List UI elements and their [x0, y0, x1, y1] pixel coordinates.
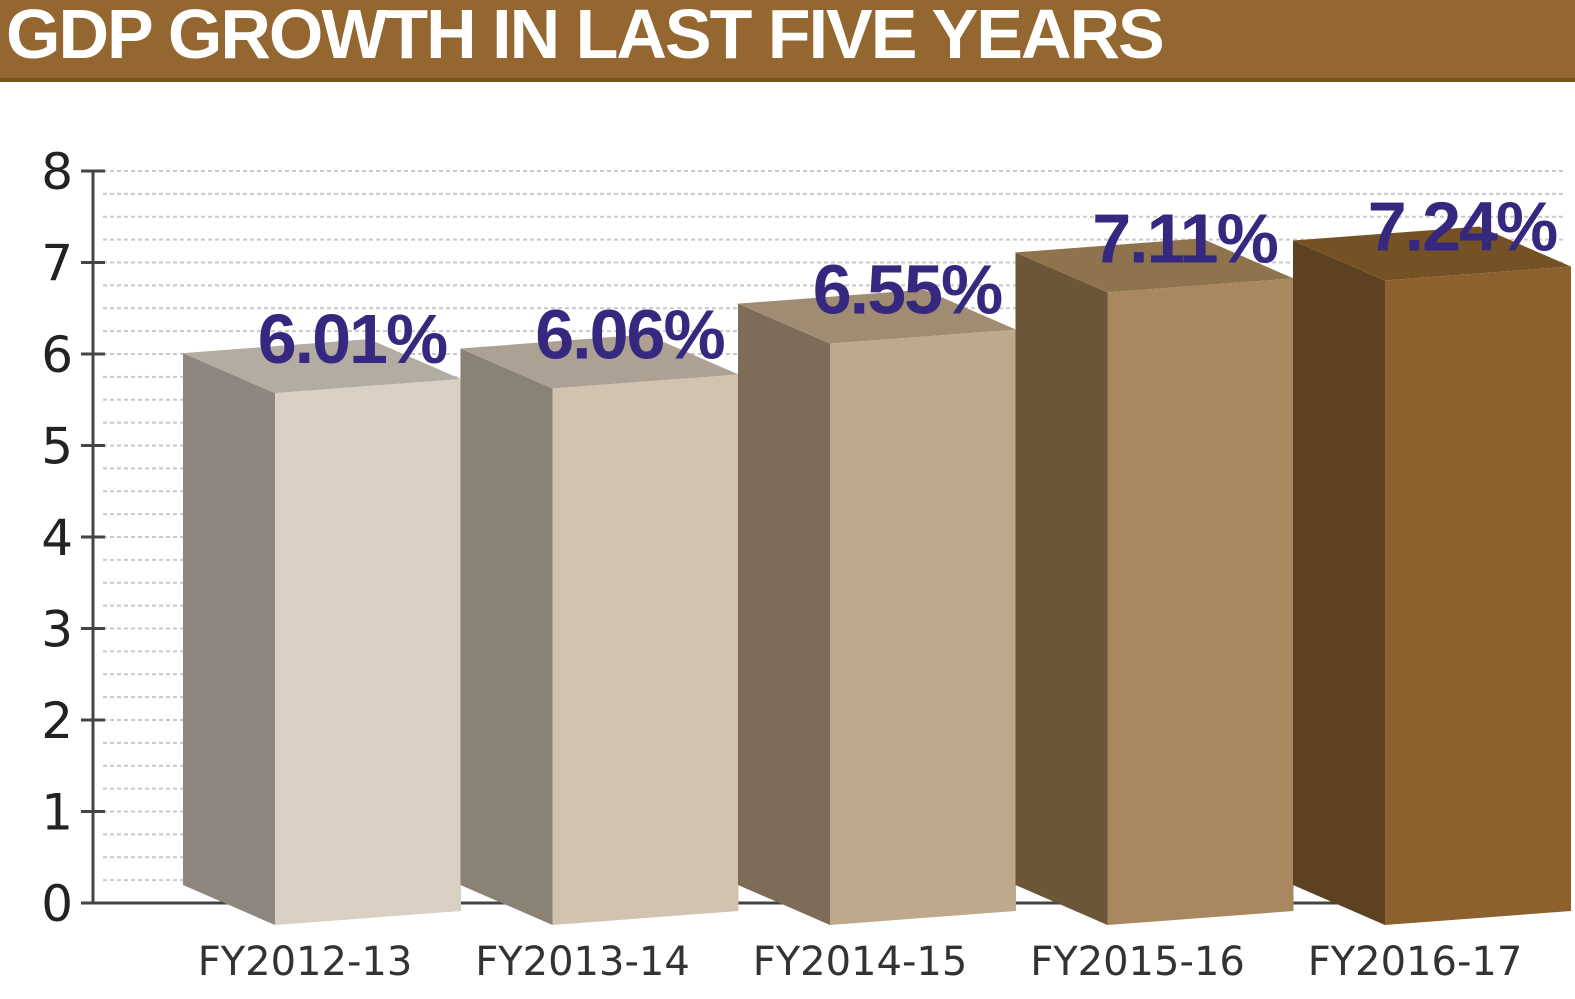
y-tick-label: 7: [41, 235, 73, 293]
y-tick-label: 3: [41, 601, 73, 659]
x-category-label: FY2016-17: [1308, 939, 1523, 985]
bar-front-face: [275, 379, 461, 926]
y-tick-label: 0: [41, 875, 73, 933]
bar-top-face: [1293, 226, 1571, 281]
data-label: 7.11%: [1092, 199, 1277, 277]
bar: [1293, 226, 1571, 926]
title-bar: GDP GROWTH IN LAST FIVE YEARS: [0, 0, 1575, 82]
data-label: 6.55%: [813, 251, 1002, 329]
x-category-label: FY2012-13: [198, 939, 413, 985]
bar-front-face: [552, 374, 739, 925]
bar-top-face: [460, 334, 739, 389]
bar-top-face: [738, 289, 1016, 344]
y-tick-label: 1: [41, 784, 73, 842]
x-category-label: FY2014-15: [753, 939, 968, 985]
bar-front-face: [1107, 278, 1294, 925]
bar: [738, 289, 1016, 925]
y-tick-label: 5: [41, 418, 73, 476]
bar-side-face: [738, 303, 830, 925]
x-category-label: FY2015-16: [1030, 939, 1245, 985]
bar-side-face: [1015, 252, 1108, 925]
bar: [183, 339, 461, 926]
x-category-label: FY2013-14: [475, 939, 690, 985]
y-tick-label: 2: [41, 692, 73, 750]
chart-title: GDP GROWTH IN LAST FIVE YEARS: [6, 0, 1165, 73]
bar-top-face: [183, 339, 461, 394]
bar-top-face: [1015, 238, 1294, 293]
bar: [460, 334, 739, 925]
y-tick-label: 8: [41, 143, 73, 201]
bar-side-face: [1293, 240, 1385, 926]
data-label: 6.06%: [535, 296, 724, 374]
bar-side-face: [460, 348, 553, 925]
bar-front-face: [830, 329, 1016, 925]
data-label: 6.01%: [258, 300, 447, 378]
y-tick-label: 6: [41, 326, 73, 384]
y-tick-label: 4: [41, 509, 73, 567]
bar-side-face: [183, 353, 275, 926]
bar: [1015, 238, 1294, 925]
data-label: 7.24%: [1368, 188, 1557, 266]
bar-front-face: [1385, 266, 1571, 925]
